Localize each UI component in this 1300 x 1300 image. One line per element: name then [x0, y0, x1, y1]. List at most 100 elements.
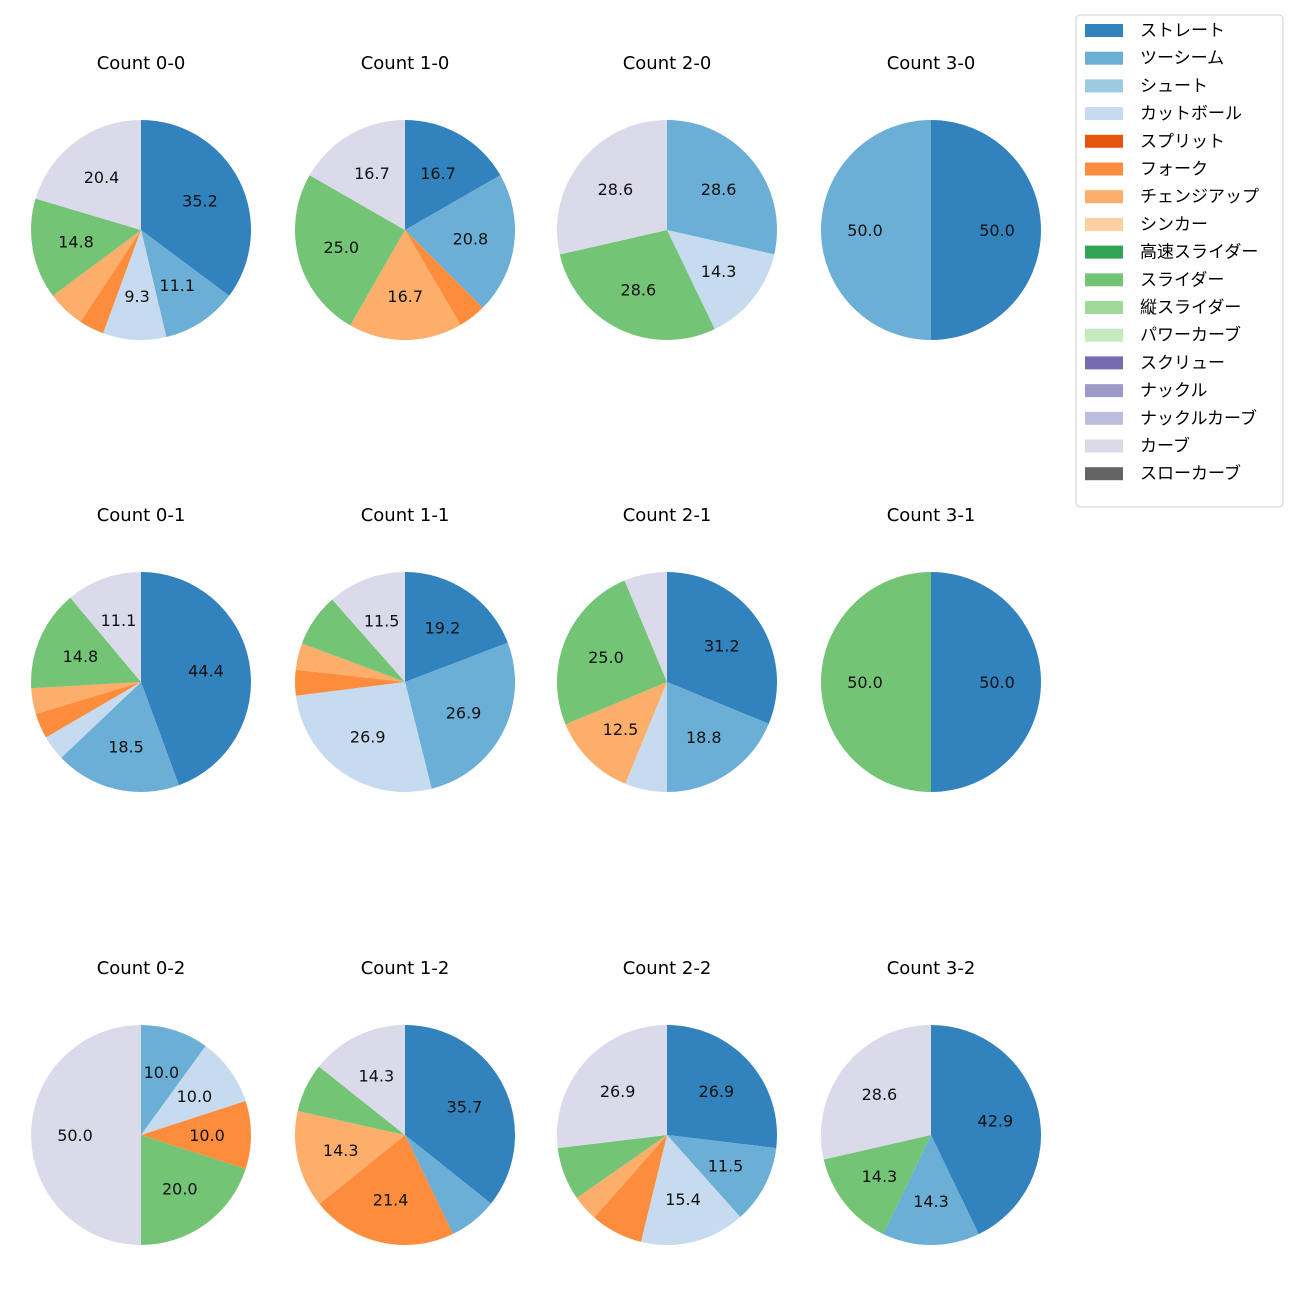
slice-label: 50.0 [847, 673, 883, 692]
legend-label: 高速スライダー [1140, 243, 1258, 263]
pie-slice [594, 1135, 667, 1242]
pie-slice [821, 572, 931, 792]
chart-title: Count 0-0 [97, 53, 186, 74]
slice-label: 16.7 [354, 164, 390, 183]
pie-chart: Count 0-1 44.4 18.5 14.811.1 [31, 505, 251, 792]
pie-chart: Count 1-1 19.2 26.9 26.9 11.5 [294, 505, 516, 792]
slice-label: 28.6 [701, 180, 737, 199]
slice-label: 25.0 [323, 238, 359, 257]
pie-slice [667, 120, 777, 255]
slice-label: 50.0 [847, 221, 883, 240]
slice-label: 50.0 [57, 1126, 93, 1145]
slice-label: 26.9 [600, 1082, 636, 1101]
slice-label: 9.3 [124, 287, 149, 306]
pie-chart: Count 2-0 28.6 14.3 28.6 28.6 [557, 53, 777, 341]
chart-title: Count 3-0 [887, 53, 976, 74]
slice-label: 35.7 [447, 1097, 483, 1116]
pie-slice [883, 1135, 979, 1246]
legend-swatch [1085, 107, 1123, 121]
pie-slice [301, 599, 405, 682]
slice-label: 26.9 [699, 1082, 735, 1101]
slice-label: 31.2 [704, 636, 740, 655]
pie-slice [559, 230, 715, 341]
legend-label: ナックル [1140, 381, 1208, 401]
pie-slice [557, 1135, 667, 1198]
pie-chart: Count 3-2 42.9 14.3 14.3 28.6 [821, 958, 1042, 1246]
pie-slice [141, 1025, 206, 1135]
pie-slice [405, 230, 483, 326]
pie-slice [350, 230, 461, 341]
legend-swatch [1085, 301, 1123, 314]
pie-slice [70, 572, 141, 682]
pie-slice [141, 1101, 252, 1169]
slice-label: 42.9 [978, 1111, 1014, 1130]
pie-slice [405, 1135, 492, 1234]
slice-label: 19.2 [425, 619, 461, 638]
pie-slice [141, 1046, 246, 1135]
legend-label: フォーク [1140, 160, 1208, 180]
pie-slice [297, 1066, 405, 1135]
pie-slice [294, 1111, 405, 1205]
slice-label: 44.4 [188, 661, 224, 680]
pie-chart: Count 0-0 35.2 11.1 9.3 14.8 20.4 [30, 53, 251, 340]
slice-label: 35.2 [182, 191, 218, 210]
legend-swatch [1085, 411, 1123, 425]
chart-title: Count 1-0 [361, 53, 450, 74]
pie-slice [61, 682, 179, 792]
pie-slice [405, 1025, 515, 1204]
legend-swatch [1085, 190, 1123, 204]
legend-label: ストレート [1140, 21, 1225, 41]
pie-slice [35, 119, 142, 230]
legend-swatch [1085, 439, 1123, 453]
legend-label: スプリット [1140, 132, 1225, 152]
pie-slice [294, 175, 405, 326]
slice-label: 14.3 [862, 1167, 898, 1186]
pie-chart: Count 1-2 35.7 21.4 14.3 14.3 [294, 958, 515, 1245]
pie-slice [667, 1135, 777, 1218]
slice-label: 20.8 [453, 230, 489, 249]
pie-slice [823, 1135, 931, 1235]
legend-label: シュート [1140, 76, 1208, 96]
pie-slice [52, 230, 141, 322]
slice-label: 15.4 [665, 1190, 701, 1209]
pies-group: Count 0-0 35.2 11.1 9.3 14.8 20.4 Count 1-0 16.… [30, 53, 1042, 1246]
legend-label: ナックルカーブ [1140, 408, 1257, 429]
legend-frame [1075, 14, 1284, 508]
chart-title: Count 1-2 [361, 958, 450, 979]
chart-title: Count 1-1 [361, 505, 450, 526]
pie-slice [556, 1025, 667, 1149]
chart-title: Count 3-1 [887, 505, 976, 526]
pie-slice [667, 1025, 778, 1149]
pie-chart: Count 3-1 50.0 50.0 [821, 505, 1041, 792]
pie-slice [821, 120, 931, 340]
pie-slice [141, 1135, 246, 1245]
slice-label: 28.6 [862, 1085, 898, 1104]
slice-label: 14.3 [913, 1192, 949, 1211]
slice-label: 10.0 [189, 1126, 225, 1145]
pie-slice [405, 642, 516, 789]
slice-label: 28.6 [621, 280, 657, 299]
pie-slice [565, 682, 667, 784]
slice-label: 50.0 [979, 221, 1015, 240]
legend-swatch [1085, 79, 1123, 93]
pie-chart: Count 0-2 10.0 10.0 10.0 20.0 50.0 [31, 958, 252, 1245]
legend-label: チェンジアップ [1140, 187, 1259, 207]
slice-label: 10.0 [144, 1063, 180, 1082]
slice-label: 18.5 [108, 737, 144, 756]
legend-label: スライダー [1140, 270, 1224, 290]
chart-title: Count 2-2 [623, 958, 712, 979]
slice-label: 50.0 [979, 673, 1015, 692]
slice-label: 11.1 [101, 611, 137, 630]
slice-label: 10.0 [177, 1087, 213, 1106]
slice-label: 20.0 [162, 1179, 198, 1198]
slice-label: 14.8 [63, 647, 99, 666]
slice-label: 11.1 [159, 276, 195, 295]
legend-label: スクリュー [1140, 353, 1225, 373]
pie-slice [35, 682, 142, 738]
chart-title: Count 2-0 [623, 53, 712, 74]
slice-label: 21.4 [373, 1190, 409, 1209]
chart-title: Count 2-1 [623, 505, 712, 526]
legend-label: 縦スライダー [1140, 298, 1241, 318]
pie-slice [667, 230, 775, 330]
legend-swatch [1085, 467, 1123, 481]
